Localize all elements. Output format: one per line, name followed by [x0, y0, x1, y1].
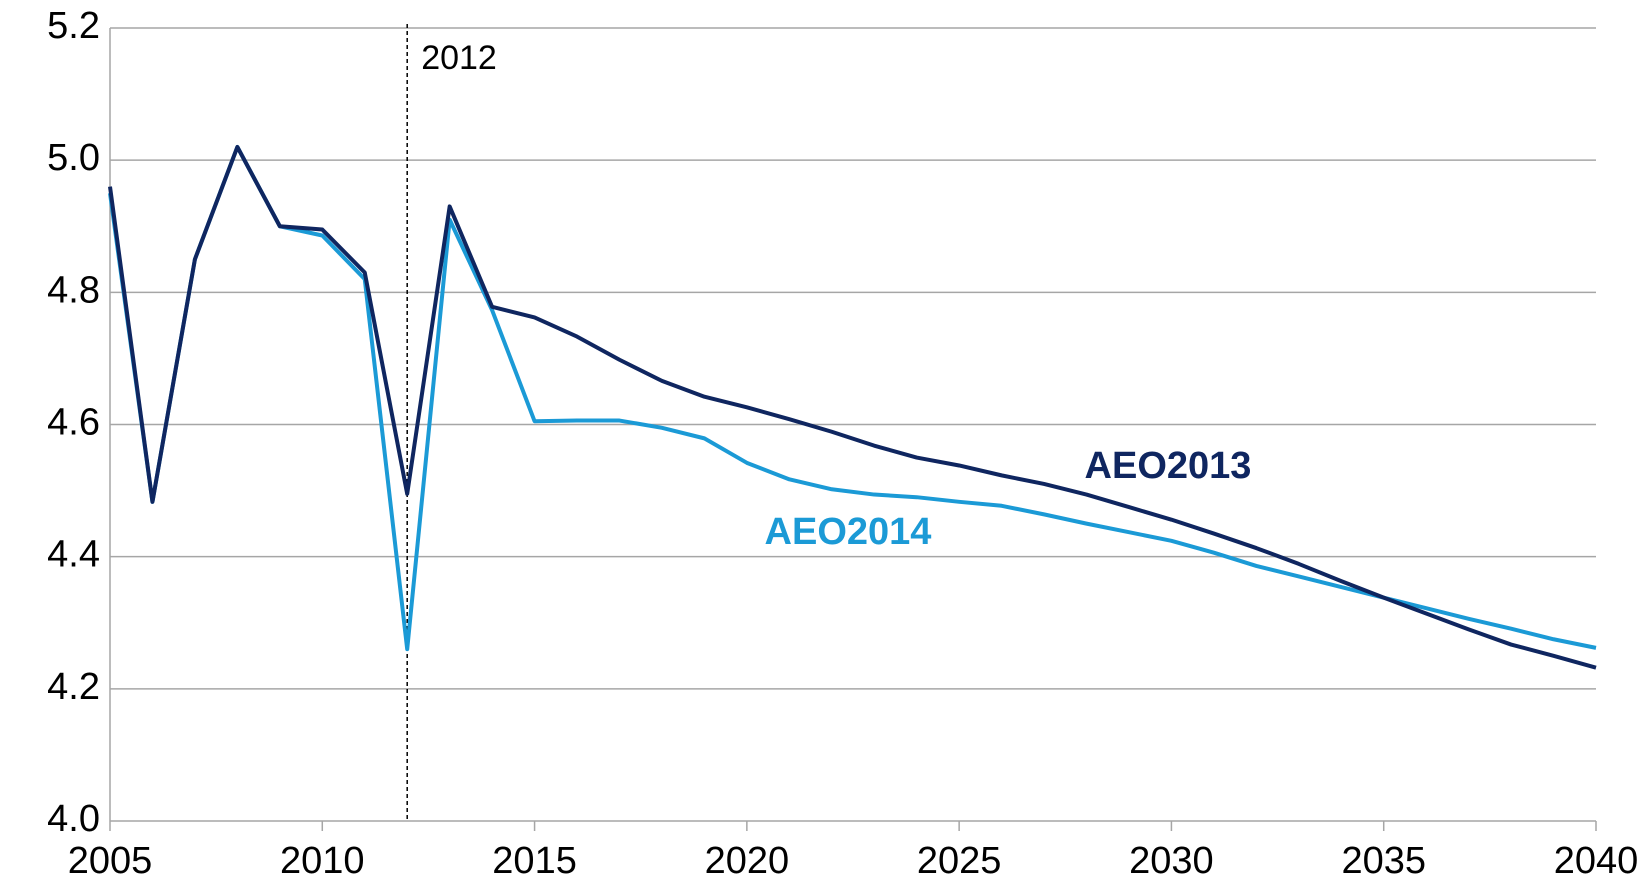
series-line: [108, 144, 1597, 652]
x-tick-label: 2020: [705, 840, 790, 882]
y-tick-label: 5.0: [47, 137, 100, 179]
y-tick-label: 4.0: [47, 798, 100, 840]
series-line: [108, 144, 1597, 670]
x-tick-label: 2030: [1129, 840, 1214, 882]
x-tick-label: 2010: [280, 840, 365, 882]
annotation-label: 2012: [421, 39, 497, 77]
x-tick-label: 2005: [68, 840, 153, 882]
y-tick-label: 4.6: [47, 402, 100, 444]
y-tick-label: 4.4: [47, 534, 100, 576]
x-tick-label: 2035: [1341, 840, 1426, 882]
y-tick-label: 4.8: [47, 269, 100, 311]
series-label: AEO2014: [765, 511, 932, 553]
x-tick-label: 2025: [917, 840, 1002, 882]
y-tick-label: 4.2: [47, 666, 100, 708]
x-tick-label: 2015: [492, 840, 577, 882]
y-tick-label: 5.2: [47, 5, 100, 47]
x-tick-label: 2040: [1554, 840, 1639, 882]
series-label: AEO2013: [1085, 445, 1252, 487]
